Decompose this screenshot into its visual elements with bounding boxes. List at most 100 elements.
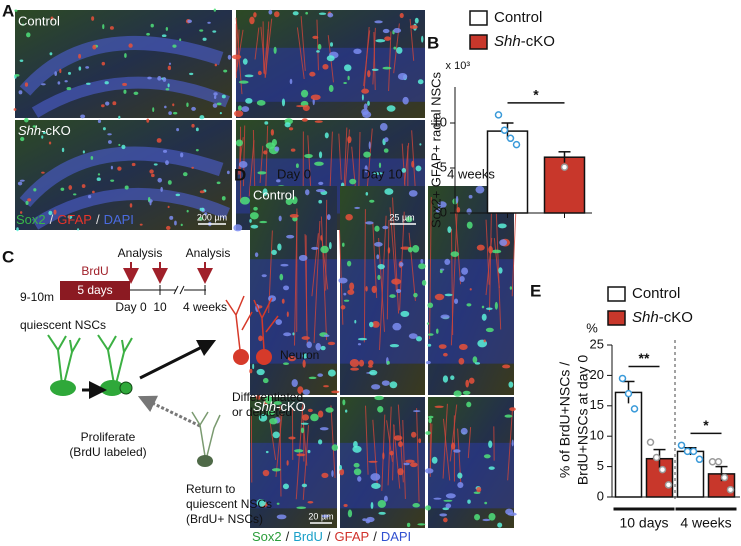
daughter-cell (119, 381, 133, 395)
neuron-dendrite (225, 295, 279, 351)
panel-label: E (530, 281, 541, 300)
cell-signal (108, 140, 112, 144)
cell-signal (254, 252, 259, 258)
cell-signal (397, 72, 408, 80)
timepoint-label: 10 (153, 300, 167, 314)
cell-signal (418, 438, 422, 444)
micrograph (15, 117, 232, 232)
cell-signal (249, 218, 252, 223)
cell-signal (319, 427, 329, 431)
cell-signal (365, 192, 369, 196)
cell-signal (287, 356, 296, 362)
cell-signal (318, 151, 323, 159)
cell-signal (269, 417, 278, 425)
cell-signal (237, 105, 242, 111)
cell-signal (317, 439, 323, 445)
cell-signal (315, 342, 322, 351)
data-point (708, 457, 717, 466)
cell-signal (343, 299, 350, 302)
cell-signal (461, 267, 469, 275)
cell-signal (90, 155, 94, 160)
cell-signal (256, 99, 266, 106)
column-label: 4 weeks (447, 166, 495, 181)
cell-signal (213, 92, 218, 96)
glial-fiber (265, 125, 269, 193)
scale-bar-label: 25 µm (389, 212, 414, 222)
cell-signal (411, 160, 415, 168)
cell-signal (301, 118, 308, 122)
cell-signal (14, 74, 20, 77)
data-point (624, 389, 633, 398)
cell-signal (291, 379, 298, 388)
cell-signal (379, 122, 388, 131)
glial-fiber (248, 140, 255, 197)
cell-signal (302, 359, 306, 368)
cell-signal (453, 449, 461, 453)
cell-signal (386, 360, 390, 365)
cell-signal (488, 440, 493, 449)
cell-signal (371, 68, 379, 71)
cell-signal (48, 210, 53, 216)
glial-fiber (387, 406, 392, 486)
cell-signal (307, 408, 313, 413)
cell-signal (483, 454, 491, 459)
cell-signal (402, 96, 409, 105)
cell-signal (189, 72, 194, 76)
significance-label: ** (639, 350, 650, 366)
cell-signal (165, 26, 169, 31)
glial-fiber (373, 31, 376, 91)
cell-signal (300, 89, 309, 98)
cell-signal (157, 76, 162, 81)
cell-signal (488, 512, 496, 521)
axis-multiplier: x 10³ (446, 60, 471, 72)
cell-signal (397, 468, 404, 476)
cell-signal (314, 161, 324, 166)
cell-signal (165, 225, 171, 230)
cell-signal (328, 241, 332, 250)
micrograph (250, 394, 339, 528)
legend-swatch (469, 10, 488, 26)
cell-process (47, 334, 81, 385)
cell-signal (417, 79, 424, 85)
cell-label: Proliferate (81, 430, 136, 444)
cell-signal (377, 263, 385, 270)
cell-signal (249, 16, 255, 25)
cell-signal (288, 127, 294, 131)
glial-fiber (393, 424, 401, 489)
cell-signal (118, 115, 121, 119)
cell-signal (468, 194, 473, 199)
cell-signal (363, 151, 371, 158)
cell-signal (256, 498, 266, 507)
glial-fiber (311, 233, 319, 297)
cell-signal (226, 170, 230, 175)
cell-signal (412, 503, 420, 508)
glial-fiber (363, 209, 366, 343)
data-point (618, 374, 627, 383)
cell-signal (343, 503, 348, 508)
cell-signal (384, 36, 391, 41)
y-tick-label: 5 (597, 458, 604, 473)
cell-signal (472, 356, 478, 364)
cell-signal (305, 11, 308, 15)
cell-signal (326, 55, 335, 62)
cell-signal (389, 294, 396, 298)
cell-signal (353, 48, 362, 55)
cell-signal (238, 80, 249, 84)
cell-label: (BrdU labeled) (69, 445, 146, 459)
cell-signal (357, 476, 362, 482)
cell-signal (323, 385, 329, 388)
cell-signal (128, 43, 133, 48)
stain-name: / (96, 212, 100, 227)
cell-signal (321, 472, 329, 479)
cell-signal (378, 162, 382, 169)
cell-signal (302, 414, 310, 421)
y-tick-label: 10 (433, 114, 447, 129)
cell-signal (382, 225, 389, 230)
cell-signal (249, 212, 259, 220)
cell-signal (424, 468, 434, 474)
cell-signal (238, 161, 248, 168)
cell-signal (393, 46, 397, 50)
cell-signal (383, 148, 389, 153)
cell-signal (182, 172, 188, 177)
